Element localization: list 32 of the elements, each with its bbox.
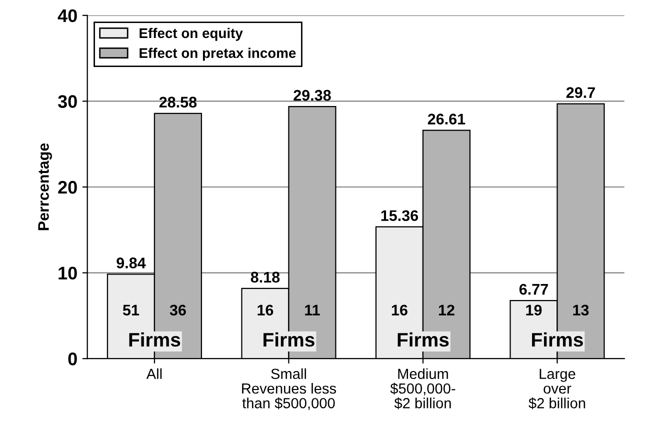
- annotation: Firms: [129, 332, 180, 347]
- y-tick-label: 0: [68, 352, 77, 366]
- annotation: 51: [122, 304, 140, 316]
- data-label: 28.58: [159, 96, 197, 108]
- data-label: 29.7: [566, 87, 595, 98]
- annotation: Firms: [532, 332, 583, 347]
- data-label: 6.77: [519, 284, 548, 295]
- x-tick-label: Small Revenues less than $500,000: [242, 368, 336, 410]
- data-label: 29.38: [294, 90, 331, 101]
- annotation: 16: [392, 304, 408, 316]
- data-label: 15.36: [381, 210, 418, 222]
- annotation: 19: [526, 304, 542, 316]
- data-label: 26.61: [428, 114, 466, 124]
- y-tick-label: 40: [58, 9, 77, 22]
- x-tick-label: Large over $2 billion: [528, 368, 586, 410]
- y-tick-label: 30: [58, 95, 77, 108]
- annotation: Firms: [264, 332, 314, 347]
- x-tick-label: All: [146, 368, 162, 379]
- annotation: 36: [170, 304, 186, 316]
- annotation: 16: [258, 304, 274, 316]
- data-label: 9.84: [116, 258, 146, 268]
- legend-label: Effect on equity: [140, 28, 243, 41]
- annotation: 12: [438, 304, 454, 316]
- x-tick-label: Medium $500,000- $2 billion: [390, 368, 456, 410]
- y-axis-title: Perrcentage: [38, 143, 52, 230]
- data-label: 8.18: [250, 272, 280, 283]
- y-tick-label: 20: [58, 180, 77, 194]
- annotation: Firms: [398, 332, 449, 347]
- legend-label: Effect on pretax income: [140, 48, 296, 61]
- annotation: 11: [305, 304, 320, 316]
- y-tick-label: 10: [58, 266, 77, 280]
- annotation: 13: [573, 304, 589, 316]
